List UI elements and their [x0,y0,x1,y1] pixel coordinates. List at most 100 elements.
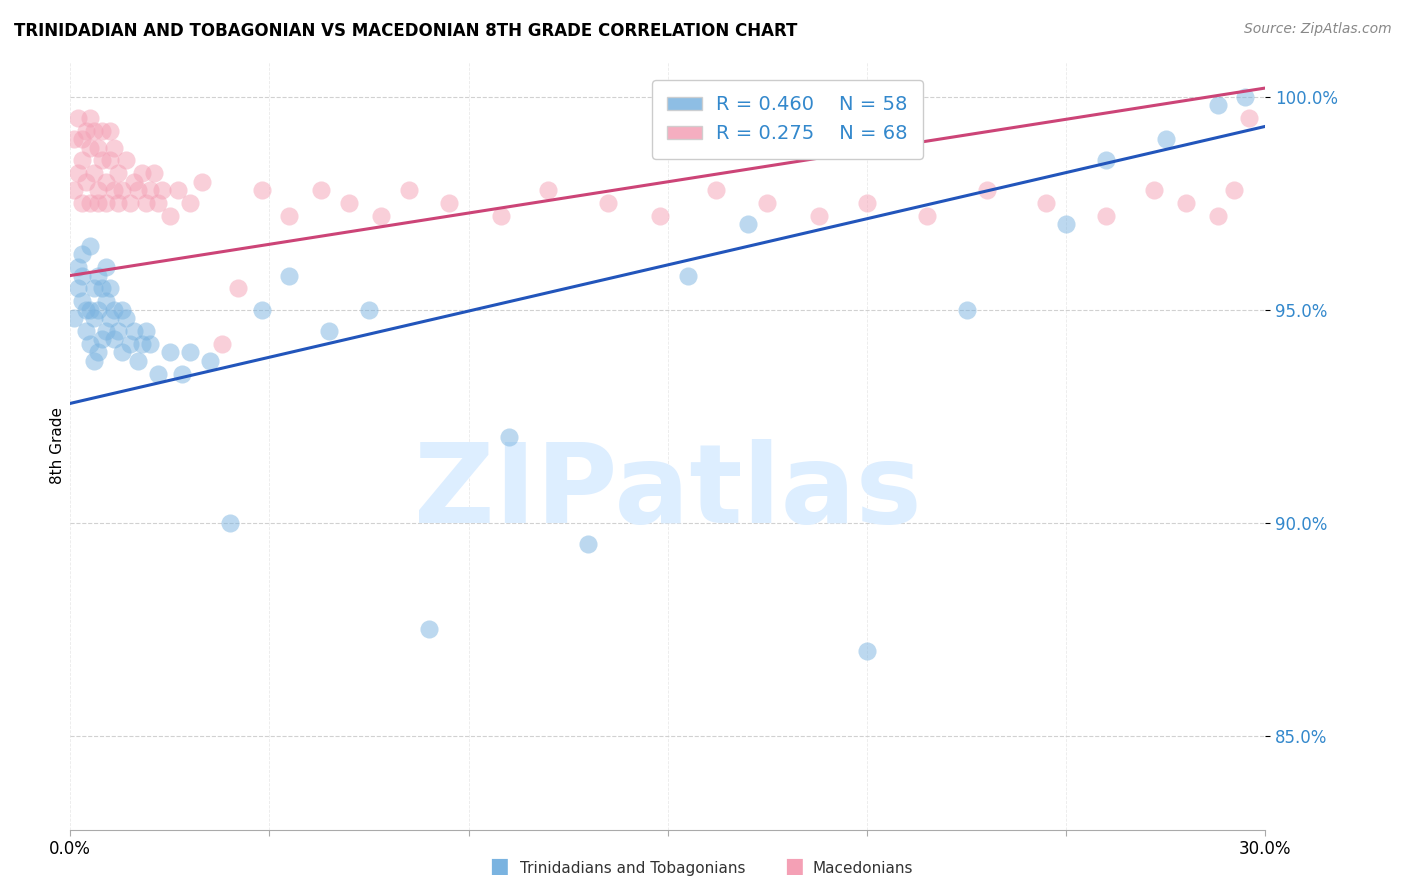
Point [91,123,114,137]
Point [318,324,340,338]
Point [87,302,110,317]
Point [704,183,727,197]
Point [70,196,93,211]
Point [179,196,201,211]
Point [115,311,138,326]
Point [127,183,149,197]
Point [278,209,301,223]
Point [211,336,233,351]
Point [107,166,129,180]
Point [111,302,134,317]
Point [159,209,181,223]
Point [70,268,93,283]
Point [598,196,620,211]
Point [398,183,420,197]
Point [311,183,333,197]
Point [70,132,93,146]
Point [63,311,86,326]
Point [226,281,249,295]
Point [120,336,141,351]
Point [139,336,162,351]
Point [70,247,93,261]
Point [135,324,157,338]
Point [87,141,110,155]
Point [103,141,125,155]
Point [1234,89,1257,103]
Text: ZIPatlas: ZIPatlas [413,439,922,546]
Point [337,196,360,211]
Point [198,353,221,368]
Text: Macedonians: Macedonians [813,861,912,876]
Point [87,196,110,211]
Point [856,196,879,211]
Point [96,324,117,338]
Point [250,183,273,197]
Point [127,353,149,368]
Text: TRINIDADIAN AND TOBAGONIAN VS MACEDONIAN 8TH GRADE CORRELATION CHART: TRINIDADIAN AND TOBAGONIAN VS MACEDONIAN… [14,22,797,40]
Point [83,311,105,326]
Point [976,183,998,197]
Point [75,324,97,338]
Point [1174,196,1197,211]
Point [70,294,93,309]
Point [250,302,273,317]
Text: ■: ■ [785,856,804,876]
Text: ■: ■ [489,856,509,876]
Point [370,209,392,223]
Point [915,209,938,223]
Point [131,336,153,351]
Point [107,196,129,211]
Point [131,166,153,180]
Point [122,175,145,189]
Point [75,175,97,189]
Point [1222,183,1244,197]
Point [75,123,97,137]
Point [107,324,129,338]
Point [83,353,105,368]
Point [79,302,101,317]
Point [135,196,157,211]
Point [91,333,114,347]
Point [956,302,979,317]
Point [87,345,110,359]
Point [79,196,101,211]
Point [79,336,101,351]
Point [87,183,110,197]
Point [359,302,381,317]
Point [1239,111,1261,125]
Point [1095,209,1118,223]
Point [191,175,214,189]
Point [1095,153,1118,168]
Point [111,345,134,359]
Text: Trinidadians and Tobagonians: Trinidadians and Tobagonians [520,861,745,876]
Point [120,196,141,211]
Point [67,281,90,295]
Point [1154,132,1177,146]
Point [91,281,114,295]
Point [83,166,105,180]
Point [676,268,699,283]
Point [67,166,90,180]
Legend: R = 0.460    N = 58, R = 0.275    N = 68: R = 0.460 N = 58, R = 0.275 N = 68 [652,79,922,159]
Point [1035,196,1057,211]
Point [75,302,97,317]
Point [143,166,166,180]
Point [103,302,125,317]
Point [808,209,831,223]
Point [91,153,114,168]
Point [87,268,110,283]
Point [418,622,440,636]
Point [98,123,121,137]
Point [170,367,193,381]
Point [167,183,190,197]
Point [63,183,86,197]
Point [67,260,90,274]
Point [179,345,201,359]
Y-axis label: 8th Grade: 8th Grade [49,408,65,484]
Point [122,324,145,338]
Point [756,196,779,211]
Point [96,175,117,189]
Point [150,183,173,197]
Point [79,141,101,155]
Point [498,430,520,444]
